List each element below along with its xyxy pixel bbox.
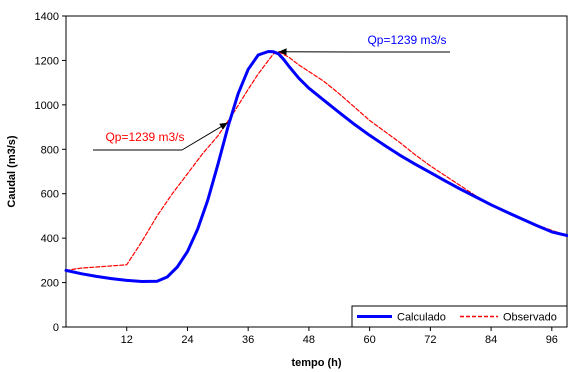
series-line-observado [65, 51, 568, 271]
legend-label-calculado: Calculado [397, 312, 446, 324]
x-tick-label: 96 [546, 334, 558, 346]
x-tick-label: 24 [181, 334, 193, 346]
legend-label-observado: Observado [503, 312, 557, 324]
axes: 0 200 400 600 800 1000 1200 1400 12 24 36 48 60 72 84 9… [35, 11, 568, 346]
y-tick-label: 400 [41, 233, 59, 245]
annotation-arrow-line [181, 122, 229, 151]
y-tick-label: 600 [41, 189, 59, 201]
series-line-calculado [64, 50, 568, 283]
legend: Calculado Observado [351, 305, 568, 328]
legend-box [351, 305, 568, 328]
x-axis-title: tempo (h) [291, 357, 341, 369]
annotation-arrowhead [219, 122, 228, 130]
y-tick-label: 0 [53, 322, 59, 334]
x-tick-label: 12 [121, 334, 133, 346]
x-tick-label: 36 [242, 334, 254, 346]
x-tick-label: 60 [364, 334, 376, 346]
x-tick-label: 48 [303, 334, 315, 346]
annotation-arrowhead [278, 48, 287, 56]
annotations-layer: Qp=1239 m3/s Qp=1239 m3/s [93, 33, 450, 151]
y-tick-label: 1400 [35, 11, 59, 23]
y-tick-label: 1200 [35, 55, 59, 67]
y-axis-title: Caudal (m3/s) [6, 135, 18, 207]
y-tick-label: 1000 [35, 100, 59, 112]
series-layer [64, 50, 568, 283]
x-tick-label: 84 [485, 334, 497, 346]
annotation-label: Qp=1239 m3/s [367, 33, 446, 47]
annotation-label: Qp=1239 m3/s [105, 130, 184, 144]
y-tick-label: 200 [41, 278, 59, 290]
plot-frame [65, 15, 568, 328]
x-tick-label: 72 [424, 334, 436, 346]
y-tick-label: 800 [41, 144, 59, 156]
